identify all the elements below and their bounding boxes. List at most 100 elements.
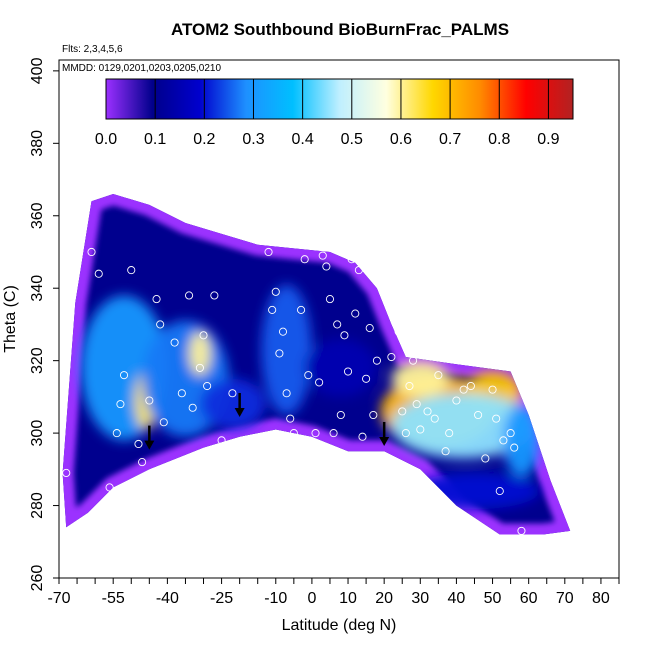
field-blob [199, 378, 265, 430]
sample-point [488, 385, 497, 394]
sample-point [271, 287, 280, 296]
profile-arrow-head [234, 407, 245, 417]
sample-point [159, 418, 168, 427]
x-tick-label: -25 [210, 590, 233, 607]
sample-point [412, 400, 421, 409]
sample-point [405, 381, 414, 391]
sample-point [311, 429, 320, 438]
sample-point [286, 414, 295, 423]
colorbar-tick-label: 0.3 [242, 131, 264, 148]
sample-point [62, 468, 71, 478]
heatmap-field [62, 194, 571, 535]
sample-point [195, 363, 204, 372]
sample-point [423, 407, 432, 416]
y-tick-label: 280 [29, 492, 46, 519]
sample-point [264, 247, 273, 257]
sample-point [495, 487, 504, 496]
x-tick-label: 10 [339, 590, 357, 607]
colorbar-tick-label: 0.4 [292, 131, 314, 148]
colorbar-tick-label: 0.6 [390, 131, 412, 148]
sample-point [336, 410, 345, 420]
field-blob [189, 331, 211, 376]
sample-point [297, 305, 306, 314]
sample-point [156, 320, 165, 329]
sample-point [268, 305, 277, 314]
field-blob [503, 404, 540, 477]
sample-point [387, 352, 396, 362]
profile-arrow-head [379, 436, 390, 446]
flights-annotation: Flts: 2,3,4,5,6 [62, 44, 123, 55]
colorbar-ticks: 0.0 0.1 0.2 0.3 0.4 0.5 0.6 0.7 0.8 0.9 [95, 79, 560, 148]
x-tick-label: -70 [47, 590, 70, 607]
sample-points [62, 247, 530, 535]
y-axis-title: Theta (C) [2, 285, 19, 353]
x-tick-label: 80 [592, 590, 610, 607]
sample-point [521, 381, 530, 391]
sample-point [152, 295, 161, 304]
sample-point [452, 396, 461, 405]
x-tick-label: 70 [556, 590, 574, 607]
sample-point [275, 349, 284, 358]
sample-point [459, 385, 468, 394]
y-tick-label: 320 [29, 347, 46, 374]
profile-arrows [144, 392, 390, 450]
sample-point [409, 356, 418, 365]
sample-point [441, 447, 450, 456]
sample-point [127, 266, 136, 275]
x-tick-label: -55 [102, 590, 125, 607]
sample-point [315, 378, 324, 387]
field-blob [304, 338, 377, 397]
colorbar-tick-label: 0.8 [488, 131, 510, 148]
dates-annotation: MMDD: 0129,0201,0203,0205,0210 [62, 63, 221, 74]
sample-point [474, 410, 483, 420]
sample-point [278, 327, 288, 336]
colorbar-bar [105, 78, 574, 120]
colorbar-tick-label: 0.1 [144, 131, 166, 148]
field-blobs [80, 284, 540, 510]
sample-point [217, 436, 226, 445]
sample-point [492, 414, 501, 423]
sample-point [177, 389, 186, 398]
sample-point [300, 255, 309, 264]
sample-point [203, 381, 212, 391]
y-tick-label: 360 [29, 202, 46, 229]
sample-point [394, 327, 403, 336]
sample-point [282, 389, 291, 398]
y-tick-label: 380 [29, 130, 46, 157]
sample-point [510, 443, 519, 452]
sample-point [369, 410, 378, 420]
chart-title: ATOM2 Southbound BioBurnFrac_PALMS [171, 20, 509, 39]
sample-point [347, 255, 356, 264]
sample-point [87, 247, 96, 257]
sample-point [416, 425, 425, 434]
field-blob [391, 360, 450, 397]
sample-point [333, 320, 342, 329]
sample-point [430, 414, 439, 423]
colorbar-tick-label: 0.0 [95, 131, 117, 148]
sample-point [517, 526, 526, 535]
field-blob [409, 472, 540, 510]
x-tick-label: 20 [375, 590, 393, 607]
sample-point [322, 262, 331, 271]
colorbar-tick-label: 0.7 [439, 131, 461, 148]
sample-point [362, 374, 371, 383]
sample-point [199, 331, 208, 340]
sample-point [358, 432, 367, 441]
sample-point [228, 389, 237, 398]
x-tick-label: -10 [264, 590, 287, 607]
sample-point [116, 400, 125, 409]
x-tick-label: 50 [484, 590, 502, 607]
colorbar-tick-label: 0.2 [193, 131, 215, 148]
sample-point [188, 403, 197, 412]
profile-arrow-head [144, 440, 155, 450]
sample-point [210, 291, 219, 300]
sample-point [481, 454, 490, 463]
sample-point [145, 396, 154, 405]
y-tick-label: 300 [29, 420, 46, 447]
y-tick-label: 340 [29, 275, 46, 302]
sample-point [134, 439, 143, 449]
sample-point [365, 324, 374, 333]
sample-point [105, 483, 114, 492]
sample-point [185, 291, 194, 300]
